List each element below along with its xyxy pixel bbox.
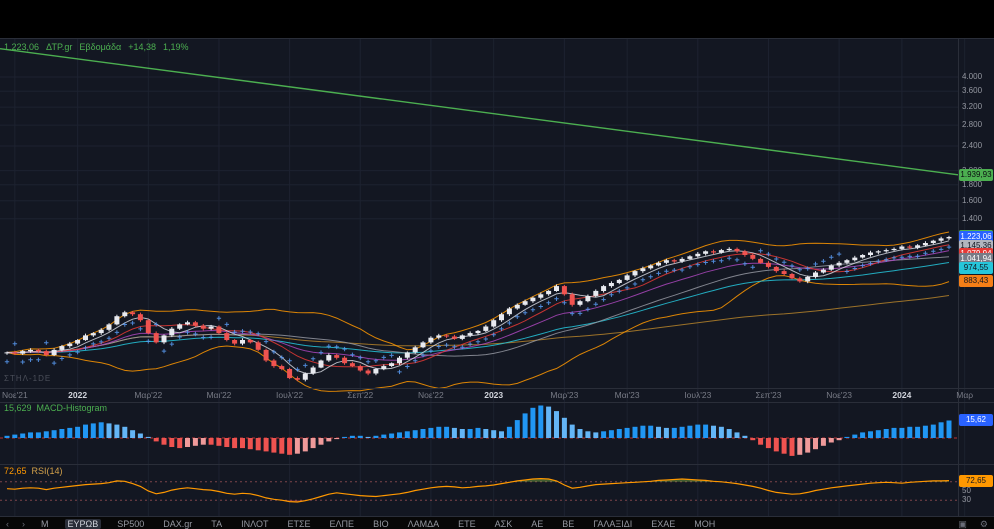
watchlist-tab-ΛΑΜΔΑ[interactable]: ΛΑΜΔΑ [407,519,440,529]
candles [4,235,952,382]
watchlist-tab-Μ[interactable]: Μ [41,519,49,529]
time-label: Νοε'23 [826,390,852,400]
legend-timeframe[interactable]: Εβδομάδα [79,42,122,52]
watchlist-tab-ΕΛΠΕ[interactable]: ΕΛΠΕ [329,519,355,529]
chevron-left-icon[interactable]: ‹ [6,519,9,529]
watchlist-tab-ΒΙΟ[interactable]: ΒΙΟ [373,519,389,529]
price-tag: 974,55 [959,261,993,274]
price-tick: 1.400 [962,213,983,223]
pane-separators [0,38,994,517]
gear-icon[interactable]: ⚙ [979,519,988,529]
rsi [0,477,958,503]
time-label: 2023 [484,390,504,400]
price-tick: 3.600 [962,86,983,96]
watchlist-tab-ΜΟΗ[interactable]: ΜΟΗ [694,519,716,529]
time-label: Μαρ'23 [550,390,579,400]
legend-price: 1.223,06 [4,42,40,52]
time-label: Σεπ'22 [347,390,374,400]
watchlist-tab-ΕΥΡΩΒ[interactable]: ΕΥΡΩΒ [64,519,102,529]
price-tick: 1.600 [962,195,983,205]
rsi-name[interactable]: RSI(14) [31,466,63,476]
chart-background [0,38,994,516]
price-tag: 883,43 [959,274,993,287]
watchlist-tab-ΕΤΕ[interactable]: ΕΤΕ [458,519,476,529]
time-label: 2022 [68,390,88,400]
watchlist-tab-ΒΕ[interactable]: ΒΕ [562,519,575,529]
price-tag: 1.041,94 [959,252,993,265]
price-tick: 1.800 [962,179,983,189]
time-label: Μαρ [956,390,974,400]
screenshot-icon[interactable]: ▣ [958,519,967,529]
macd-value: 15,629 [4,403,32,413]
macd-pane-label[interactable]: 15,629 MACD-Histogram [4,403,107,413]
cross-markers [4,244,952,375]
trendline[interactable] [0,48,959,176]
time-label: 2024 [892,390,912,400]
time-label: Ιουλ'23 [684,390,712,400]
price-tick: 4.000 [962,72,983,81]
legend-symbol[interactable]: ΔΤΡ.gr [46,42,73,52]
time-label: Νοε'22 [418,390,444,400]
chart-legend[interactable]: 1.223,06 ΔΤΡ.gr Εβδομάδα +14,38 1,19% [4,42,196,52]
watchlist-tab-DAX.gr[interactable]: DAX.gr [163,519,193,529]
chevron-right-icon[interactable]: › [22,519,25,529]
macd-name[interactable]: MACD-Histogram [36,403,108,413]
top-black-strip [0,0,994,38]
price-tick: 2.800 [962,120,983,130]
macd-value-tag: 15,62 [959,414,993,427]
watchlist-tab-ΙΝΛΟΤ[interactable]: ΙΝΛΟΤ [241,519,269,529]
watchlist-tab-ΓΑΛΑΞΙΔΙ[interactable]: ΓΑΛΑΞΙΔΙ [593,519,633,529]
price-tick: 2.400 [962,140,983,150]
watchlist-tab-ΕΧΑΕ[interactable]: ΕΧΑΕ [651,519,676,529]
watchlist-tab-ΤΑ[interactable]: ΤΑ [211,519,223,529]
time-label: Ιουλ'22 [276,390,304,400]
watchlist-tab-ΑΕ[interactable]: ΑΕ [531,519,544,529]
rsi-value-tag: 72,65 [959,474,993,487]
time-label: Μαρ'22 [134,390,163,400]
legend-change: +14,38 [128,42,156,52]
watchlist-tab-ΕΤΣΕ[interactable]: ΕΤΣΕ [287,519,311,529]
macd-histogram [0,405,958,456]
time-label: Μαι'22 [206,390,232,400]
time-label: Μαι'23 [614,390,640,400]
legend-change-pct: 1,19% [162,42,189,52]
watchlist-tab-SP500[interactable]: SP500 [117,519,145,529]
rsi-value: 72,65 [4,466,27,476]
time-label: Σεπ'23 [755,390,782,400]
rsi-level-label: 30 [962,495,971,505]
watchlist-tab-ΑΣΚ[interactable]: ΑΣΚ [494,519,513,529]
rsi-pane-label[interactable]: 72,65 RSI(14) [4,466,63,476]
bottom-tab-bar[interactable]: ‹ › Μ ΕΥΡΩΒ SP500 DAX.gr ΤΑ ΙΝΛΟΤ ΕΤΣΕ ΕΛΠΕ ΒΙΟ ΛΑΜ… [0,517,994,529]
rsi-level-label: 50 [962,486,971,495]
price-tag: 1.939,93 [959,168,993,181]
time-label: Νοε'21 [1,390,28,400]
price-tick: 3.200 [962,102,983,112]
